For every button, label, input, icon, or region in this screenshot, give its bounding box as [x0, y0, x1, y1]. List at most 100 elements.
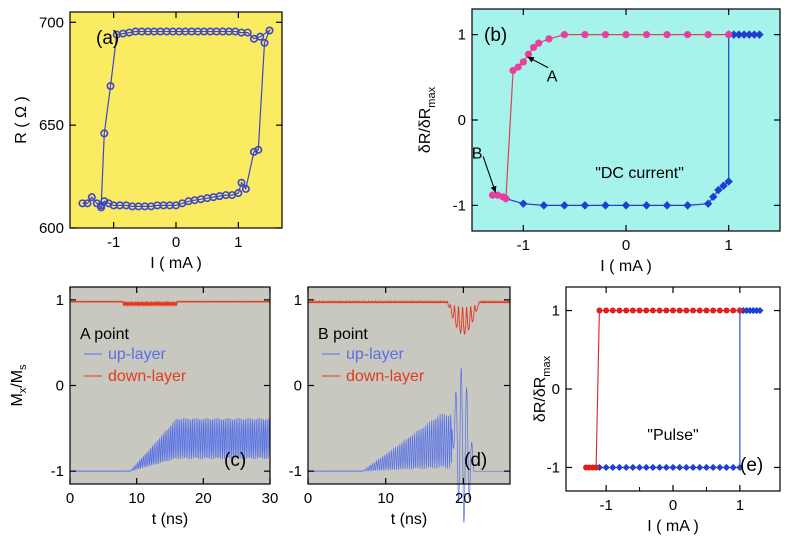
panel-b: -1 0 1 -1 0 1 (b) A B "DC current" I ( mA ) δR/δRma… [417, 8, 781, 275]
data-point-circle [629, 307, 636, 314]
data-point-diamond [539, 201, 549, 210]
data-point-circle [502, 194, 510, 203]
data-point-circle [703, 307, 710, 314]
data-point-diamond [709, 463, 717, 472]
data-point-circle [643, 307, 650, 314]
plot-background [566, 287, 780, 491]
x-axis-label: I ( mA ) [600, 258, 652, 275]
y-axis-label-sub: max [541, 355, 553, 376]
data-point-circle [535, 39, 543, 47]
y-label-sub-s: s [17, 364, 29, 370]
data-point [112, 30, 121, 39]
data-point-circle [519, 58, 527, 66]
data-point-circle [596, 307, 603, 314]
data-point [260, 38, 269, 47]
data-point-circle [581, 31, 589, 39]
data-point-circle [656, 307, 663, 314]
data-point-diamond [580, 201, 590, 210]
data-point-circle [663, 307, 670, 314]
data-point [237, 178, 246, 187]
up-layer-trace [69, 417, 271, 472]
x-tick-label: 30 [262, 490, 279, 507]
data-point-circle [696, 307, 703, 314]
data-point-circle [560, 31, 569, 39]
x-axis-label: t (ns) [152, 511, 188, 528]
data-point [265, 26, 274, 35]
data-point-circle [545, 35, 553, 43]
x-tick-label: 0 [669, 497, 677, 514]
data-point-circle [730, 307, 737, 314]
annotation-label: B [472, 145, 483, 162]
x-tick-label: 0 [622, 237, 630, 254]
y-axis-label-main: δR/δR [417, 108, 434, 153]
y-axis-label-sub: max [426, 86, 438, 107]
data-point-circle [684, 31, 692, 39]
data-point-diamond [656, 463, 664, 472]
panel-e: -1 0 1 -1 0 1 (e) "Pulse" I ( mA ) δR/δRmax [532, 286, 781, 535]
legend-label: up-layer [346, 346, 404, 363]
x-tick-label: 10 [128, 490, 145, 507]
annotation-label: A [547, 69, 558, 86]
data-point-diamond [716, 463, 724, 472]
data-point-diamond [734, 30, 744, 39]
data-point [92, 199, 101, 208]
y-tick-label: -1 [453, 197, 466, 214]
data-point [234, 189, 243, 198]
y-label-m: M [9, 393, 26, 406]
data-point-diamond [629, 463, 637, 472]
data-point-circle [710, 307, 717, 314]
data-point [87, 193, 96, 202]
data-point-circle [593, 464, 600, 471]
data-point-diamond [702, 463, 711, 472]
y-axis-label: δR/δRmax [532, 355, 553, 422]
data-point-diamond [736, 463, 744, 472]
y-tick-label: 0 [56, 378, 64, 395]
data-point-diamond [662, 463, 670, 472]
up-layer-trace [307, 367, 510, 523]
data-point-diamond [689, 463, 697, 472]
data-point-diamond [649, 463, 657, 472]
data-point-circle [670, 307, 676, 314]
data-point-diamond [560, 201, 569, 210]
data-point-circle [530, 43, 538, 52]
data-point-circle [736, 307, 743, 314]
y-tick-label: -1 [51, 463, 64, 480]
x-axis-label: I ( mA ) [647, 518, 699, 535]
x-tick-label: -1 [599, 497, 612, 514]
data-point-diamond [642, 463, 650, 472]
x-tick-label: -1 [517, 237, 530, 254]
panel-label: (d) [464, 450, 487, 471]
x-tick-label: 1 [234, 234, 242, 251]
x-tick-label: 0 [66, 490, 74, 507]
data-point [78, 199, 87, 208]
x-tick-label: 1 [724, 237, 732, 254]
plot-background [472, 9, 780, 231]
x-axis-label: I ( mA ) [150, 255, 202, 272]
point-label: A point [80, 326, 129, 343]
x-tick-label: 0 [304, 490, 312, 507]
data-point-circle [716, 307, 723, 314]
data-point-circle [649, 307, 656, 314]
y-tick-label: 0 [294, 378, 302, 395]
panel-label: (e) [740, 455, 763, 476]
data-point-circle [683, 307, 690, 314]
down-layer-trace [69, 299, 271, 308]
data-point-diamond [729, 463, 737, 472]
data-point-diamond [662, 201, 672, 210]
data-point-circle [642, 31, 651, 39]
series-line [82, 28, 271, 209]
x-tick-label: 20 [455, 490, 472, 507]
x-axis-label: t (ns) [391, 511, 427, 528]
data-point-circle [725, 31, 733, 39]
data-point-circle [636, 307, 643, 314]
data-point-diamond [739, 30, 749, 39]
down-layer-trace [307, 299, 511, 336]
x-tick-label: 0 [172, 234, 180, 251]
data-point-diamond [602, 463, 610, 472]
data-point-diamond [519, 199, 528, 208]
data-point-circle [704, 31, 712, 39]
data-point-diamond [635, 463, 644, 472]
x-tick-label: -1 [107, 234, 120, 251]
